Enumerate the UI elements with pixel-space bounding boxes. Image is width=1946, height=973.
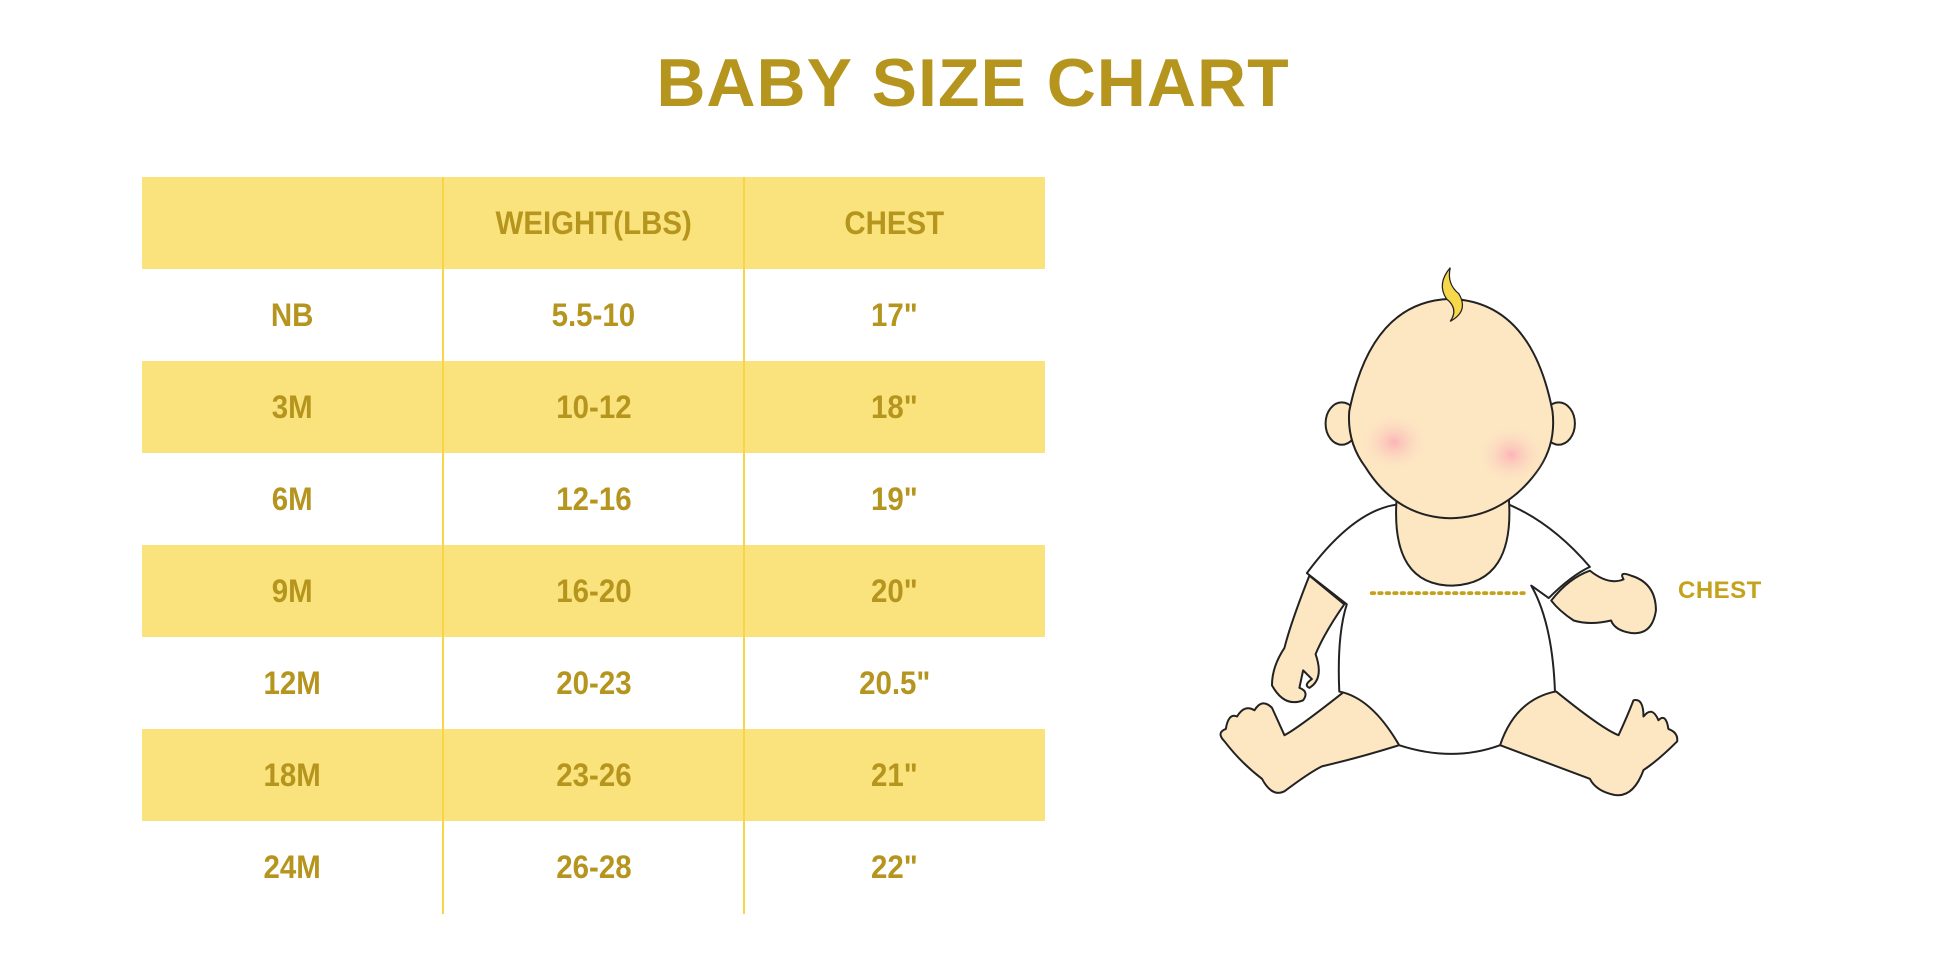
chest-cell: 20": [744, 545, 1045, 637]
right-arm: [1550, 569, 1657, 635]
size-cell: 6M: [142, 453, 443, 545]
table-header-row: WEIGHT(LBS) CHEST: [142, 177, 1045, 269]
table-row: 24M 26-28 22": [142, 821, 1045, 913]
size-cell: 18M: [142, 729, 443, 821]
column-divider: [743, 177, 745, 914]
header-size: [142, 177, 443, 269]
chest-cell: 21": [744, 729, 1045, 821]
chest-cell: 17": [744, 269, 1045, 361]
size-cell: 3M: [142, 361, 443, 453]
weight-value: 10-12: [555, 388, 632, 425]
chest-measure-label: CHEST: [1678, 577, 1762, 604]
right-cheek: [1476, 424, 1547, 485]
page-title: BABY SIZE CHART: [656, 45, 1290, 121]
baby-illustration: [1219, 267, 1679, 797]
chest-value: 22": [871, 848, 918, 885]
chest-cell: 20.5": [744, 637, 1045, 729]
size-table: WEIGHT(LBS) CHEST NB 5.5-10 17" 3M 10-12…: [142, 177, 1045, 913]
chest-value: 18": [871, 388, 918, 425]
left-leg: [1219, 690, 1401, 794]
chest-cell: 19": [744, 453, 1045, 545]
size-cell: 12M: [142, 637, 443, 729]
size-value: 6M: [272, 480, 313, 517]
chest-value: 17": [871, 296, 918, 333]
table-row: 12M 20-23 20.5": [142, 637, 1045, 729]
header-weight: WEIGHT(LBS): [443, 177, 744, 269]
chest-value: 19": [871, 480, 918, 517]
header-weight-label: WEIGHT(LBS): [495, 204, 692, 241]
table-row: NB 5.5-10 17": [142, 269, 1045, 361]
table-row: 6M 12-16 19": [142, 453, 1045, 545]
weight-value: 23-26: [555, 756, 632, 793]
neck: [1395, 497, 1511, 587]
hair-curl-icon: [1441, 267, 1464, 322]
head: [1347, 297, 1555, 520]
header-chest-label: CHEST: [844, 204, 945, 241]
weight-cell: 10-12: [443, 361, 744, 453]
table-row: 9M 16-20 20": [142, 545, 1045, 637]
weight-value: 26-28: [555, 848, 632, 885]
size-cell: 9M: [142, 545, 443, 637]
column-divider: [442, 177, 444, 914]
chest-value: 21": [871, 756, 918, 793]
left-cheek: [1359, 412, 1430, 473]
right-leg: [1499, 690, 1679, 797]
header-chest: CHEST: [744, 177, 1045, 269]
size-value: 12M: [263, 664, 322, 701]
size-value: NB: [271, 296, 314, 333]
weight-value: 12-16: [555, 480, 632, 517]
chest-cell: 22": [744, 821, 1045, 913]
size-value: 9M: [272, 572, 313, 609]
table-row: 3M 10-12 18": [142, 361, 1045, 453]
weight-value: 20-23: [555, 664, 632, 701]
chest-value: 20.5": [858, 664, 931, 701]
left-arm: [1270, 574, 1346, 704]
weight-cell: 16-20: [443, 545, 744, 637]
table-row: 18M 23-26 21": [142, 729, 1045, 821]
weight-cell: 23-26: [443, 729, 744, 821]
weight-cell: 5.5-10: [443, 269, 744, 361]
chest-cell: 18": [744, 361, 1045, 453]
size-cell: NB: [142, 269, 443, 361]
weight-cell: 26-28: [443, 821, 744, 913]
weight-cell: 12-16: [443, 453, 744, 545]
weight-value: 5.5-10: [551, 296, 636, 333]
onesie: [1305, 503, 1591, 755]
chest-value: 20": [871, 572, 918, 609]
size-value: 18M: [263, 756, 322, 793]
weight-value: 16-20: [555, 572, 632, 609]
size-cell: 24M: [142, 821, 443, 913]
size-value: 3M: [272, 388, 313, 425]
weight-cell: 20-23: [443, 637, 744, 729]
size-value: 24M: [263, 848, 322, 885]
